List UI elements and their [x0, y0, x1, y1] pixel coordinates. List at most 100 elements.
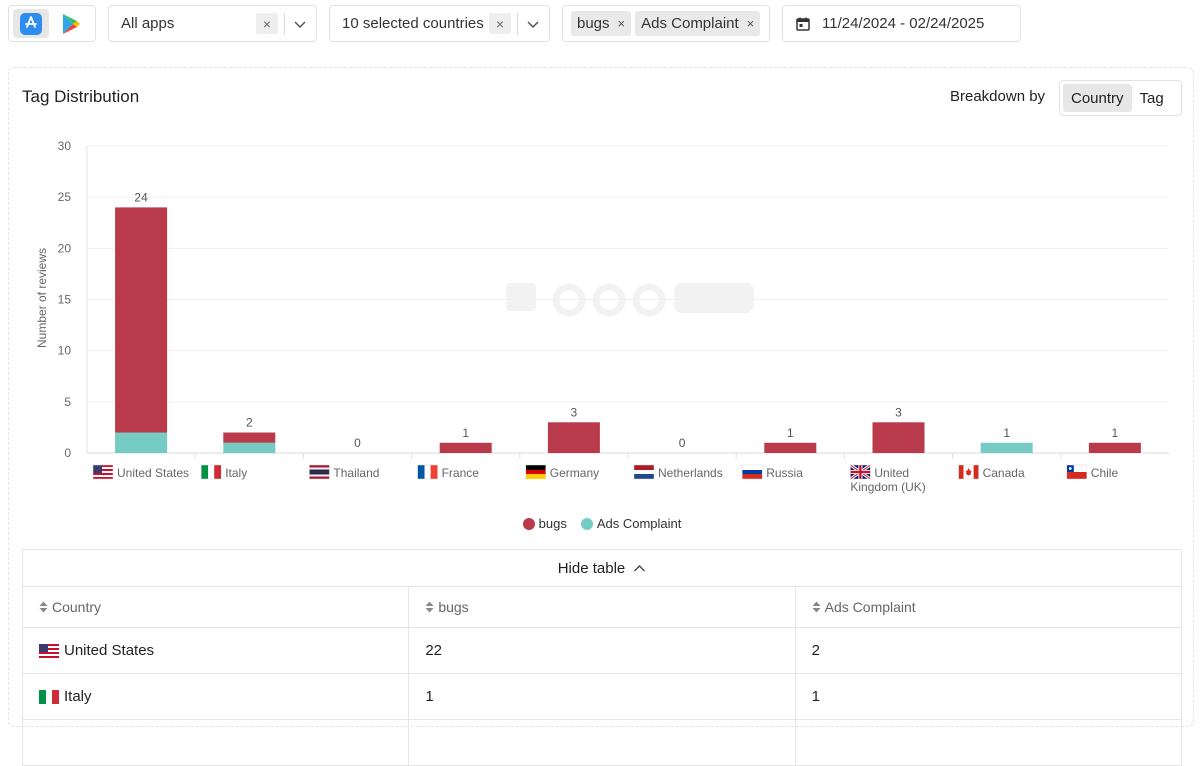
flag-border: [958, 464, 979, 480]
legend-dot-bugs: [522, 517, 535, 530]
flag-border: [200, 464, 222, 480]
cell-country: United States: [23, 628, 410, 673]
flag-part: [93, 473, 113, 475]
column-header-label: Country: [52, 599, 102, 615]
date-range-value: 11/24/2024 - 02/24/2025: [822, 15, 985, 32]
flag-part: [201, 465, 209, 479]
breakdown-toggle: Country Tag: [1059, 80, 1182, 116]
breakdown-option-country[interactable]: Country: [1063, 84, 1132, 112]
tag-chip-ads-complaint: Ads Complaint ×: [635, 11, 761, 36]
x-axis-label-line: Thailand: [333, 466, 379, 480]
table-row: Italy 1 1: [23, 674, 1181, 720]
flag-part: [430, 465, 438, 479]
sort-icon: [39, 601, 48, 613]
x-axis-label: Russia: [766, 466, 803, 480]
filter-bar: All apps × 10 selected countries × bugs …: [0, 0, 1200, 50]
flag-border: [741, 464, 763, 480]
legend-label: bugs: [538, 516, 567, 531]
y-tick-label: 25: [58, 190, 72, 204]
column-header-ads-complaint[interactable]: Ads Complaint: [796, 587, 1181, 627]
bar-total-label: 0: [354, 436, 361, 450]
cell-ads-complaint: 2: [811, 642, 820, 659]
flag-part: [309, 469, 330, 475]
google-play-button[interactable]: [53, 9, 89, 38]
remove-tag-button[interactable]: ×: [746, 16, 755, 31]
bar-total-label: 1: [787, 426, 794, 440]
y-axis-label: Number of reviews: [35, 248, 49, 348]
app-store-button[interactable]: [13, 9, 49, 38]
countries-clear-button[interactable]: ×: [489, 13, 511, 34]
x-axis-label: Netherlands: [658, 466, 723, 480]
legend-item-bugs[interactable]: bugs: [522, 516, 567, 531]
watermark-logo: [506, 283, 754, 317]
flag-part: [965, 468, 972, 476]
x-axis-label-ru: Russia: [741, 464, 803, 480]
x-axis-label-line: Netherlands: [658, 466, 723, 480]
x-axis-label-line: Germany: [550, 466, 599, 480]
x-axis-label: Canada: [983, 466, 1025, 480]
x-axis-label-nl: Netherlands: [633, 464, 723, 480]
flag-part: [424, 465, 431, 479]
x-axis-label-line: Chile: [1091, 466, 1119, 480]
cl-flag-icon: [1066, 464, 1088, 480]
column-header-bugs[interactable]: bugs: [409, 587, 796, 627]
flag-part: [1066, 465, 1087, 472]
google-play-icon: [63, 13, 80, 34]
bar-total-label: 24: [134, 190, 148, 204]
country-name: Italy: [64, 688, 92, 705]
flag-border: [417, 464, 438, 480]
cell-bugs: 22: [409, 628, 796, 673]
flag-border: [309, 464, 330, 480]
bar-total-label: 3: [571, 405, 578, 419]
tag-chip-label: Ads Complaint: [641, 15, 739, 32]
tags-select[interactable]: bugs × Ads Complaint ×: [562, 5, 770, 42]
table-row: [23, 720, 1181, 766]
cell-ads-complaint: 1: [811, 688, 820, 705]
tag-chip-bugs: bugs ×: [571, 11, 632, 36]
x-axis-label: Italy: [225, 466, 247, 480]
flag-border: [633, 464, 655, 480]
apps-select[interactable]: All apps ×: [108, 5, 317, 42]
tag-distribution-panel: Tag Distribution Breakdown by Country Ta…: [8, 67, 1195, 766]
date-range-picker[interactable]: 11/24/2024 - 02/24/2025: [782, 5, 1021, 42]
y-axis-ticks: 0 5 10 15 20 25 30: [58, 139, 72, 460]
remove-tag-button[interactable]: ×: [617, 16, 626, 31]
calendar-icon: [796, 17, 810, 31]
cell-country: Italy: [23, 674, 410, 719]
bar-ads-complaint: [980, 442, 1033, 453]
y-tick-label: 20: [58, 241, 72, 255]
x-axis-label-line: United States: [117, 466, 189, 480]
x-axis-label-line: Italy: [225, 466, 247, 480]
y-tick-label: 5: [64, 395, 71, 409]
bar-ads-complaint: [115, 432, 168, 453]
flag-part: [742, 470, 763, 474]
countries-select[interactable]: 10 selected countries ×: [329, 5, 550, 42]
uk-flag-icon: [849, 463, 872, 481]
bar-total-label: 2: [246, 416, 253, 430]
cell-empty: [409, 720, 796, 765]
chart-legend: bugs Ads Complaint: [9, 516, 1195, 531]
apps-clear-button[interactable]: ×: [256, 13, 278, 34]
us-flag-icon: [92, 464, 114, 480]
divider: [284, 12, 285, 35]
chevron-down-icon[interactable]: [293, 17, 307, 31]
flag-part: [93, 477, 113, 479]
bar-total-label: 1: [1003, 426, 1010, 440]
legend-item-ads-complaint[interactable]: Ads Complaint: [580, 516, 681, 531]
app-store-icon: [20, 12, 42, 35]
column-header-country[interactable]: Country: [23, 587, 410, 627]
panel-title: Tag Distribution: [22, 87, 140, 106]
hide-table-button[interactable]: Hide table: [23, 550, 1181, 587]
flag-border: [850, 464, 871, 480]
x-axis-labels: United States Italy Thailand France Germany N…: [92, 463, 1119, 494]
flag-part: [850, 470, 871, 474]
flag-border: [92, 464, 114, 480]
x-axis-label-it: Italy: [200, 464, 247, 480]
flag-part: [93, 465, 102, 473]
sort-icon: [425, 601, 434, 613]
breakdown-option-tag[interactable]: Tag: [1139, 89, 1164, 107]
chevron-down-icon[interactable]: [526, 17, 540, 31]
x-axis-label-line: United: [874, 466, 909, 480]
flag-part: [742, 465, 763, 470]
